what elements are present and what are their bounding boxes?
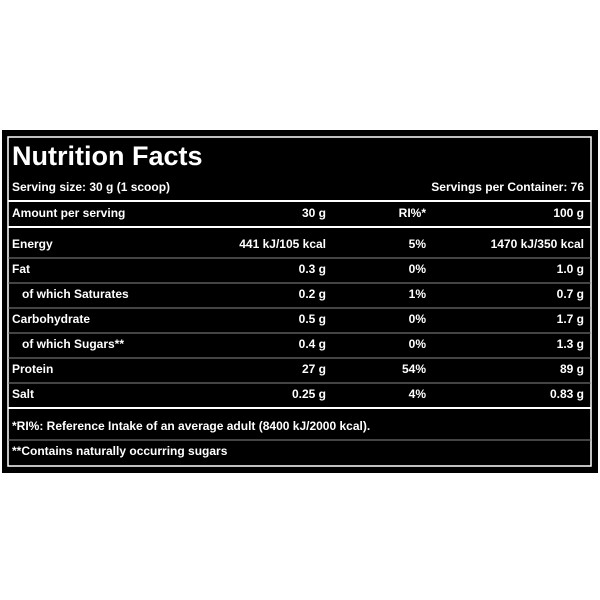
header-cell: Amount per serving: [12, 206, 125, 220]
footnote: *RI%: Reference Intake of an average adu…: [12, 419, 370, 433]
nutrient-value: 54%: [402, 362, 426, 376]
nutrient-value: 0.2 g: [299, 287, 326, 301]
servings-per-container: Servings per Container: 76: [431, 180, 584, 194]
nutrient-value: 27 g: [302, 362, 326, 376]
header-cell: 100 g: [553, 206, 584, 220]
nutrient-value: 89 g: [560, 362, 584, 376]
label-border: [7, 136, 592, 467]
nutrient-name: Energy: [12, 237, 53, 251]
nutrient-name: Salt: [12, 387, 34, 401]
nutrient-value: 0%: [409, 337, 427, 351]
nutrient-value: 0.25 g: [292, 387, 326, 401]
footnote: **Contains naturally occurring sugars: [12, 444, 228, 458]
header-cell: 30 g: [302, 206, 326, 220]
nutrient-value: 1.7 g: [557, 312, 584, 326]
nutrient-value: 1.0 g: [557, 262, 584, 276]
title: Nutrition Facts: [12, 141, 203, 171]
nutrient-name: of which Saturates: [22, 287, 129, 301]
serving-size: Serving size: 30 g (1 scoop): [12, 180, 170, 194]
nutrient-value: 1.3 g: [557, 337, 584, 351]
nutrient-value: 0.83 g: [550, 387, 584, 401]
nutrient-value: 5%: [409, 237, 427, 251]
table: Amount per serving 30 g RI%* 100 g Energy 441…: [8, 206, 591, 441]
nutrient-value: 0.3 g: [299, 262, 326, 276]
nutrient-value: 0.4 g: [299, 337, 326, 351]
header-cell: RI%*: [399, 206, 427, 220]
nutrient-value: 1%: [409, 287, 427, 301]
nutrient-name: Carbohydrate: [12, 312, 90, 326]
nutrient-value: 0.5 g: [299, 312, 326, 326]
nutrient-value: 441 kJ/105 kcal: [239, 237, 326, 251]
nutrient-value: 4%: [409, 387, 427, 401]
nutrient-name: Protein: [12, 362, 53, 376]
nutrient-value: 1470 kJ/350 kcal: [491, 237, 584, 251]
nutrient-value: 0%: [409, 312, 427, 326]
nutrient-value: 0%: [409, 262, 427, 276]
label-background: [2, 130, 598, 473]
nutrient-name: Fat: [12, 262, 30, 276]
nutrient-value: 0.7 g: [557, 287, 584, 301]
nutrient-name: of which Sugars**: [22, 337, 124, 351]
